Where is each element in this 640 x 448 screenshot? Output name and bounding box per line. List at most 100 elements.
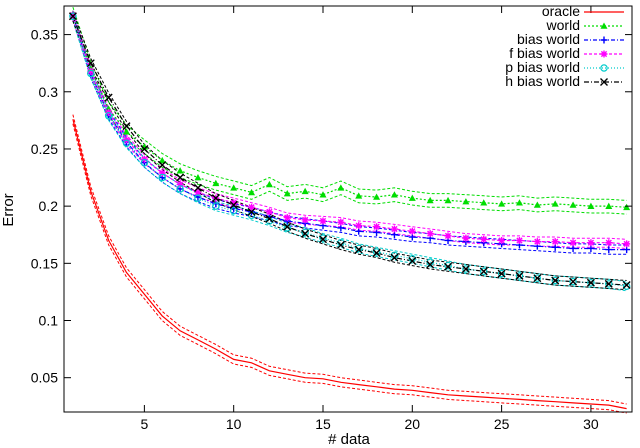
point-world xyxy=(212,179,220,187)
series-upper-band-oracle xyxy=(72,114,627,405)
point-h-bias-world xyxy=(176,173,185,182)
point-h-bias-world xyxy=(354,245,363,254)
legend-marker-p-bias-world xyxy=(600,64,608,72)
point-world xyxy=(390,191,398,198)
point-world xyxy=(373,193,381,200)
point-world xyxy=(337,184,345,191)
y-tick-label: 0.35 xyxy=(31,27,58,43)
point-p-bias-world xyxy=(372,248,381,256)
point-h-bias-world xyxy=(229,201,238,209)
point-f-bias-world xyxy=(480,235,488,243)
point-h-bias-world xyxy=(461,265,470,274)
legend-marker-world xyxy=(600,22,608,29)
point-f-bias-world xyxy=(533,238,541,246)
series-upper-band-p-bias-world xyxy=(72,11,627,283)
point-world xyxy=(515,199,523,206)
y-axis-label: Error xyxy=(0,193,17,226)
point-h-bias-world xyxy=(247,207,256,216)
series-lower-band-h-bias-world xyxy=(72,20,627,291)
point-h-bias-world xyxy=(104,93,113,102)
point-h-bias-world xyxy=(551,276,560,285)
point-p-bias-world xyxy=(176,185,184,193)
point-h-bias-world xyxy=(86,59,95,68)
point-f-bias-world xyxy=(194,188,202,196)
legend-marker-bias-world xyxy=(600,36,608,44)
plot-frame xyxy=(63,5,633,413)
point-p-bias-world xyxy=(301,228,309,237)
x-axis-ticks: 5 10 15 20 25 30 xyxy=(140,6,599,432)
y-tick-label: 0.25 xyxy=(31,141,58,157)
point-p-bias-world xyxy=(122,139,131,147)
point-f-bias-world xyxy=(69,11,77,19)
point-h-bias-world xyxy=(211,194,220,203)
x-tick-label: 25 xyxy=(494,416,510,432)
point-f-bias-world xyxy=(498,236,506,244)
point-h-bias-world xyxy=(426,260,435,269)
point-f-bias-world xyxy=(230,199,238,207)
x-tick-label: 20 xyxy=(405,416,421,432)
point-world xyxy=(462,198,470,205)
point-p-bias-world xyxy=(158,173,166,182)
point-world xyxy=(605,202,613,209)
legend-label-h-bias-world: h bias world xyxy=(505,73,580,89)
point-h-bias-world xyxy=(372,249,381,258)
point-world xyxy=(158,156,166,164)
point-world xyxy=(301,187,309,195)
point-p-bias-world xyxy=(462,265,470,273)
point-f-bias-world xyxy=(623,240,631,248)
point-world xyxy=(498,200,506,207)
series-line-oracle xyxy=(72,119,627,410)
point-world xyxy=(248,188,256,196)
point-f-bias-world xyxy=(373,223,381,231)
point-p-bias-world xyxy=(194,194,202,202)
point-world xyxy=(587,202,595,209)
point-f-bias-world xyxy=(408,227,416,235)
legend-label-oracle: oracle xyxy=(542,3,580,19)
point-world xyxy=(533,201,541,208)
point-h-bias-world xyxy=(569,277,578,286)
series-upper-band-world xyxy=(72,6,627,201)
point-f-bias-world xyxy=(301,216,309,224)
point-world xyxy=(283,190,291,197)
series-upper-band-f-bias-world xyxy=(72,10,627,240)
x-tick-label: 30 xyxy=(583,416,599,432)
point-f-bias-world xyxy=(158,169,166,177)
point-p-bias-world xyxy=(497,269,506,278)
point-world xyxy=(569,201,577,208)
y-tick-label: 0.15 xyxy=(31,255,58,271)
point-f-bias-world xyxy=(462,234,470,242)
point-h-bias-world xyxy=(497,269,506,278)
point-h-bias-world xyxy=(604,279,613,288)
point-p-bias-world xyxy=(622,282,631,290)
point-h-bias-world xyxy=(68,12,77,21)
legend-marker-h-bias-world xyxy=(600,78,608,86)
point-p-bias-world xyxy=(444,261,452,270)
point-p-bias-world xyxy=(569,277,577,286)
series-upper-band-h-bias-world xyxy=(72,11,627,281)
point-f-bias-world xyxy=(605,239,613,247)
x-tick-label: 15 xyxy=(315,416,331,432)
point-h-bias-world xyxy=(265,214,274,223)
point-h-bias-world xyxy=(140,144,149,153)
point-world xyxy=(265,180,273,188)
point-p-bias-world xyxy=(515,272,524,280)
series-lower-band-p-bias-world xyxy=(72,20,627,292)
point-f-bias-world xyxy=(587,239,595,247)
point-world xyxy=(623,203,631,211)
point-f-bias-world xyxy=(283,214,291,222)
point-p-bias-world xyxy=(104,112,113,120)
point-p-bias-world xyxy=(551,276,559,285)
point-world xyxy=(355,192,363,199)
point-h-bias-world xyxy=(622,281,631,290)
point-h-bias-world xyxy=(390,253,399,262)
point-f-bias-world xyxy=(515,236,523,244)
point-h-bias-world xyxy=(158,160,167,169)
point-p-bias-world xyxy=(354,244,363,253)
point-world xyxy=(123,128,131,135)
series-line-world xyxy=(72,13,627,208)
point-p-bias-world xyxy=(587,279,595,287)
legend-marker-f-bias-world xyxy=(600,50,608,58)
point-h-bias-world xyxy=(408,257,417,266)
legend-label-bias-world: bias world xyxy=(517,31,580,47)
point-h-bias-world xyxy=(193,183,202,192)
